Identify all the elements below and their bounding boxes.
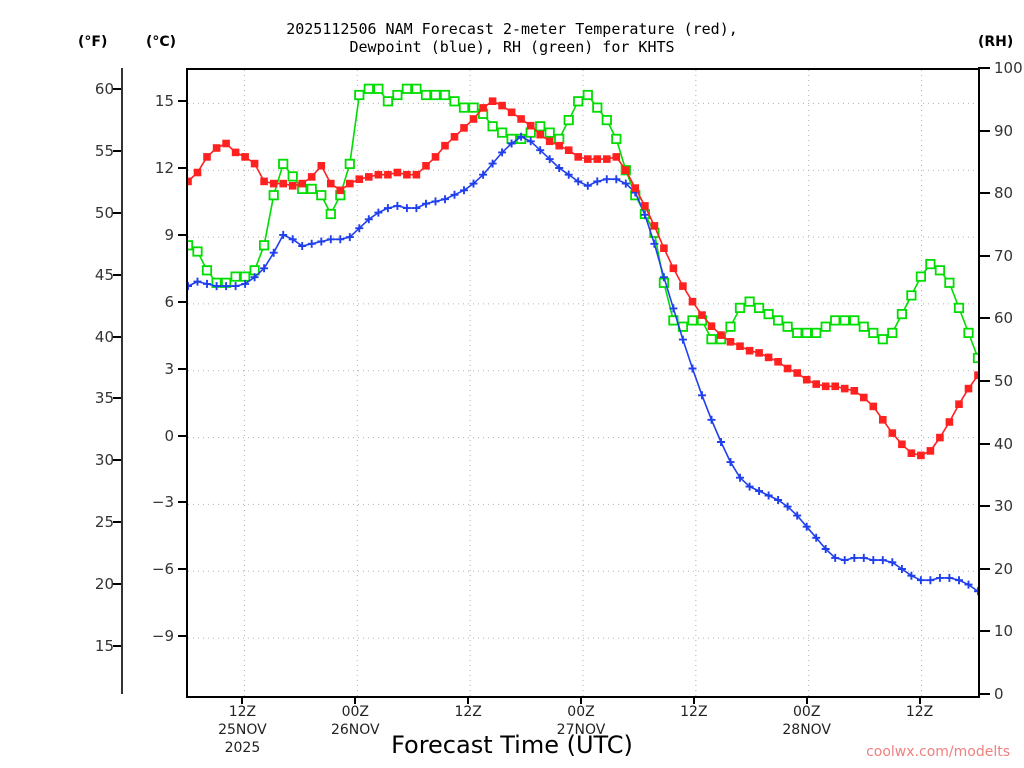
rh-tick-mark	[978, 67, 990, 69]
celsius-tick-label: 6	[164, 292, 174, 311]
fahrenheit-tick-mark	[113, 273, 121, 276]
series-rh	[188, 83, 978, 364]
x-tick-date: 26NOV	[330, 722, 380, 738]
rh-tick-label: 30	[994, 497, 1014, 516]
x-tick-mark	[354, 696, 357, 704]
fahrenheit-tick-mark	[113, 335, 121, 338]
x-tick-time: 12Z	[905, 704, 934, 720]
rh-tick-label: 100	[994, 59, 1023, 77]
x-tick-mark	[241, 696, 244, 704]
celsius-tick-label: −6	[151, 560, 174, 579]
x-tick-mark	[918, 696, 921, 704]
celsius-tick-mark	[178, 234, 186, 237]
x-tick-mark	[805, 696, 808, 704]
chart-title-line-2: Dewpoint (blue), RH (green) for KHTS	[349, 38, 675, 56]
rh-tick-mark	[978, 192, 990, 195]
rh-tick-label: 20	[994, 559, 1014, 578]
fahrenheit-tick-label: 40	[94, 327, 114, 346]
rh-tick-label: 0	[994, 685, 1004, 703]
rh-tick-mark	[978, 567, 990, 570]
x-tick-date: 28NOV	[782, 722, 832, 738]
chart-title-line-1: 2025112506 NAM Forecast 2-meter Temperat…	[286, 20, 738, 38]
left-axis-fahrenheit-unit: (°F)	[78, 34, 108, 50]
rh-tick-label: 10	[994, 622, 1014, 641]
chart-svg	[188, 70, 978, 696]
series-dewpoint	[188, 132, 978, 596]
celsius-tick-mark	[178, 434, 186, 437]
rh-tick-label: 80	[994, 184, 1014, 203]
celsius-tick-mark	[178, 167, 186, 170]
rh-tick-mark	[978, 254, 990, 257]
right-axis-rh-unit: (RH)	[978, 34, 1014, 50]
celsius-tick-label: −3	[151, 493, 174, 512]
fahrenheit-tick-label: 35	[94, 389, 114, 408]
rh-tick-label: 70	[994, 246, 1014, 265]
rh-tick-mark	[978, 380, 990, 382]
x-tick-time: 00Z	[793, 704, 821, 720]
fahrenheit-tick-mark	[113, 644, 121, 647]
fahrenheit-tick-mark	[113, 583, 121, 586]
celsius-tick-label: −9	[151, 627, 174, 646]
x-tick-mark	[467, 696, 470, 704]
fahrenheit-tick-label: 30	[94, 451, 114, 470]
x-tick-time: 00Z	[341, 704, 369, 720]
fahrenheit-axis-line	[121, 68, 123, 694]
x-axis-label: Forecast Time (UTC)	[391, 731, 633, 759]
fahrenheit-tick-label: 60	[94, 80, 114, 99]
rh-tick-label: 90	[994, 121, 1014, 140]
celsius-tick-mark	[178, 100, 186, 103]
celsius-tick-mark	[178, 300, 186, 303]
rh-tick-mark	[978, 505, 990, 508]
fahrenheit-tick-label: 55	[94, 141, 114, 160]
fahrenheit-tick-label: 45	[94, 265, 114, 284]
rh-tick-mark	[978, 693, 990, 695]
x-tick-year: 2025	[224, 740, 261, 756]
celsius-tick-mark	[178, 501, 186, 504]
rh-tick-mark	[978, 442, 990, 445]
celsius-tick-label: 9	[164, 226, 174, 245]
fahrenheit-tick-label: 20	[94, 575, 114, 594]
x-tick-time: 12Z	[680, 704, 708, 720]
fahrenheit-tick-label: 25	[94, 513, 114, 532]
celsius-tick-label: 3	[164, 359, 174, 378]
fahrenheit-tick-mark	[113, 211, 121, 214]
plot-area	[186, 68, 980, 698]
celsius-tick-mark	[178, 367, 186, 370]
x-tick-time: 12Z	[454, 704, 482, 720]
fahrenheit-tick-mark	[113, 88, 121, 91]
celsius-tick-mark	[178, 568, 186, 571]
watermark: coolwx.com/modelts	[866, 744, 1010, 760]
rh-tick-label: 50	[994, 372, 1014, 390]
x-tick-mark	[692, 696, 695, 704]
fahrenheit-tick-mark	[113, 459, 121, 462]
fahrenheit-tick-mark	[113, 521, 121, 524]
fahrenheit-tick-label: 15	[94, 636, 114, 655]
x-tick-time: 00Z	[567, 704, 595, 720]
x-tick-date: 25NOV	[218, 722, 267, 738]
x-tick-mark	[580, 696, 582, 704]
rh-tick-mark	[978, 317, 990, 320]
left-axis-celsius-unit: (°C)	[146, 34, 177, 50]
celsius-tick-label: 0	[164, 426, 174, 445]
plot-inner	[188, 70, 978, 696]
fahrenheit-tick-mark	[113, 149, 121, 152]
x-tick-date: 27NOV	[556, 722, 606, 738]
fahrenheit-tick-label: 50	[94, 203, 114, 222]
series-temperature	[188, 97, 978, 460]
celsius-tick-label: 15	[154, 92, 174, 111]
rh-tick-label: 60	[994, 309, 1014, 328]
rh-tick-label: 40	[994, 434, 1014, 453]
celsius-tick-label: 12	[154, 159, 174, 178]
x-tick-time: 12Z	[228, 704, 257, 720]
fahrenheit-tick-mark	[113, 397, 121, 400]
rh-tick-mark	[978, 129, 990, 132]
rh-tick-mark	[978, 630, 990, 633]
gridlines	[188, 70, 978, 696]
celsius-tick-mark	[178, 635, 186, 638]
